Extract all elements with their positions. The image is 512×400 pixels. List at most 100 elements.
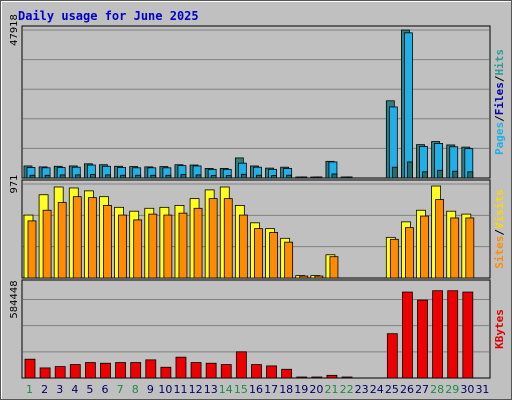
bar-kbytes-day-19: [296, 376, 308, 379]
bar-kbytes-day-28: [432, 290, 444, 379]
day-label-27: 27: [415, 383, 429, 396]
day-label-2: 2: [41, 383, 48, 396]
day-label-10: 10: [158, 383, 172, 396]
legend-item: Pages: [493, 122, 506, 155]
bar-sites-day-2: [42, 209, 52, 279]
bar-pages-day-1: [29, 174, 36, 179]
day-label-26: 26: [400, 383, 414, 396]
bar-kbytes-day-22: [341, 376, 353, 379]
bar-kbytes-day-9: [145, 359, 157, 379]
bar-pages-day-5: [89, 174, 96, 179]
legend-item: /: [493, 229, 506, 236]
bar-pages-day-13: [210, 175, 217, 179]
legend-item: Files: [493, 82, 506, 115]
bar-files-day-26: [404, 32, 413, 179]
bar-kbytes-day-6: [100, 362, 111, 379]
day-label-21: 21: [324, 383, 338, 396]
bar-kbytes-day-17: [266, 365, 277, 379]
day-label-8: 8: [132, 383, 139, 396]
bar-pages-day-7: [120, 174, 126, 179]
bar-pages-day-26: [407, 161, 413, 179]
day-label-14: 14: [219, 383, 233, 396]
day-label-16: 16: [249, 383, 263, 396]
day-labels: 1 2 3 4 5 6 7 8 9 10 11 12 13 14 15 16 17 18 19 20 21 22 23 24 2…: [26, 383, 489, 396]
bar-kbytes-day-27: [417, 299, 428, 379]
bar-kbytes-day-5: [84, 362, 96, 379]
legend-visits-sites: Sites/Visits: [493, 189, 506, 269]
bar-sites-day-4: [72, 196, 82, 279]
day-label-1: 1: [26, 383, 33, 396]
bar-sites-day-17: [269, 232, 278, 279]
bar-sites-day-9: [148, 213, 158, 279]
bar-kbytes-day-3: [54, 366, 66, 379]
bar-kbytes-day-7: [115, 362, 126, 379]
bar-kbytes-day-4: [69, 364, 81, 379]
bar-sites-day-5: [87, 197, 97, 279]
bar-pages-day-19: [301, 176, 308, 179]
day-label-6: 6: [102, 383, 109, 396]
bar-sites-day-10: [163, 214, 173, 279]
day-label-11: 11: [174, 383, 188, 396]
day-label-7: 7: [117, 383, 124, 396]
panel-visits-sites: 971 Sites/Visits: [9, 174, 506, 279]
bar-pages-day-10: [165, 174, 172, 179]
bar-sites-day-28: [435, 199, 445, 279]
bar-sites-day-12: [193, 207, 203, 279]
bar-kbytes-day-25: [386, 333, 398, 379]
day-label-3: 3: [56, 383, 63, 396]
bar-kbytes-day-18: [281, 368, 293, 379]
bar-pages-day-28: [437, 169, 444, 179]
chart-title: Daily usage for June 2025: [18, 9, 199, 23]
day-label-22: 22: [340, 383, 354, 396]
bar-kbytes-day-16: [251, 364, 262, 379]
bar-sites-day-13: [208, 198, 218, 279]
bar-pages-day-22: [346, 176, 353, 179]
bar-kbytes-day-10: [160, 366, 172, 379]
panel-kbytes: 584448 KBytes: [9, 279, 506, 379]
bar-kbytes-day-21: [326, 374, 338, 379]
bar-pages-day-21: [331, 173, 338, 179]
legend-kbytes: KBytes: [493, 309, 506, 349]
bar-pages-day-6: [105, 174, 111, 179]
bar-pages-day-20: [316, 176, 323, 179]
legend-item: /: [493, 75, 506, 82]
day-label-28: 28: [430, 383, 444, 396]
bar-sites-day-3: [57, 202, 67, 279]
max-value-label: 584448: [9, 280, 20, 318]
day-label-5: 5: [86, 383, 93, 396]
bar-kbytes-day-14: [220, 364, 232, 379]
legend-item: KBytes: [493, 309, 506, 349]
panels-layer: 47918Pages/Files/Hits971Sites/Visits5844…: [9, 14, 506, 379]
day-label-9: 9: [147, 383, 154, 396]
bar-pages-day-11: [180, 174, 187, 179]
legend-item: Hits: [493, 49, 506, 76]
max-value-label: 971: [9, 174, 20, 193]
day-label-12: 12: [189, 383, 203, 396]
day-label-15: 15: [234, 383, 248, 396]
bar-sites-day-14: [223, 198, 233, 279]
day-label-24: 24: [370, 383, 384, 396]
day-label-29: 29: [445, 383, 459, 396]
bar-sites-day-27: [420, 215, 429, 279]
legend-hits-files-pages: Pages/Files/Hits: [493, 49, 506, 155]
bar-pages-day-12: [195, 174, 202, 179]
bar-sites-day-18: [284, 241, 294, 279]
bar-sites-day-8: [133, 219, 143, 279]
day-label-13: 13: [204, 383, 218, 396]
legend-item: Sites: [493, 236, 506, 269]
bar-pages-day-27: [422, 171, 428, 179]
legend-item: /: [493, 115, 506, 122]
day-label-19: 19: [294, 383, 308, 396]
bar-sites-day-30: [465, 217, 475, 279]
legend-item: Visits: [493, 189, 506, 229]
bar-kbytes-day-2: [39, 367, 51, 379]
bar-pages-day-14: [225, 175, 232, 179]
bar-sites-day-1: [27, 220, 37, 279]
bar-kbytes-day-12: [190, 362, 202, 379]
day-label-4: 4: [71, 383, 78, 396]
bar-pages-day-16: [256, 174, 262, 179]
bar-sites-day-15: [238, 214, 248, 279]
day-label-25: 25: [385, 383, 399, 396]
